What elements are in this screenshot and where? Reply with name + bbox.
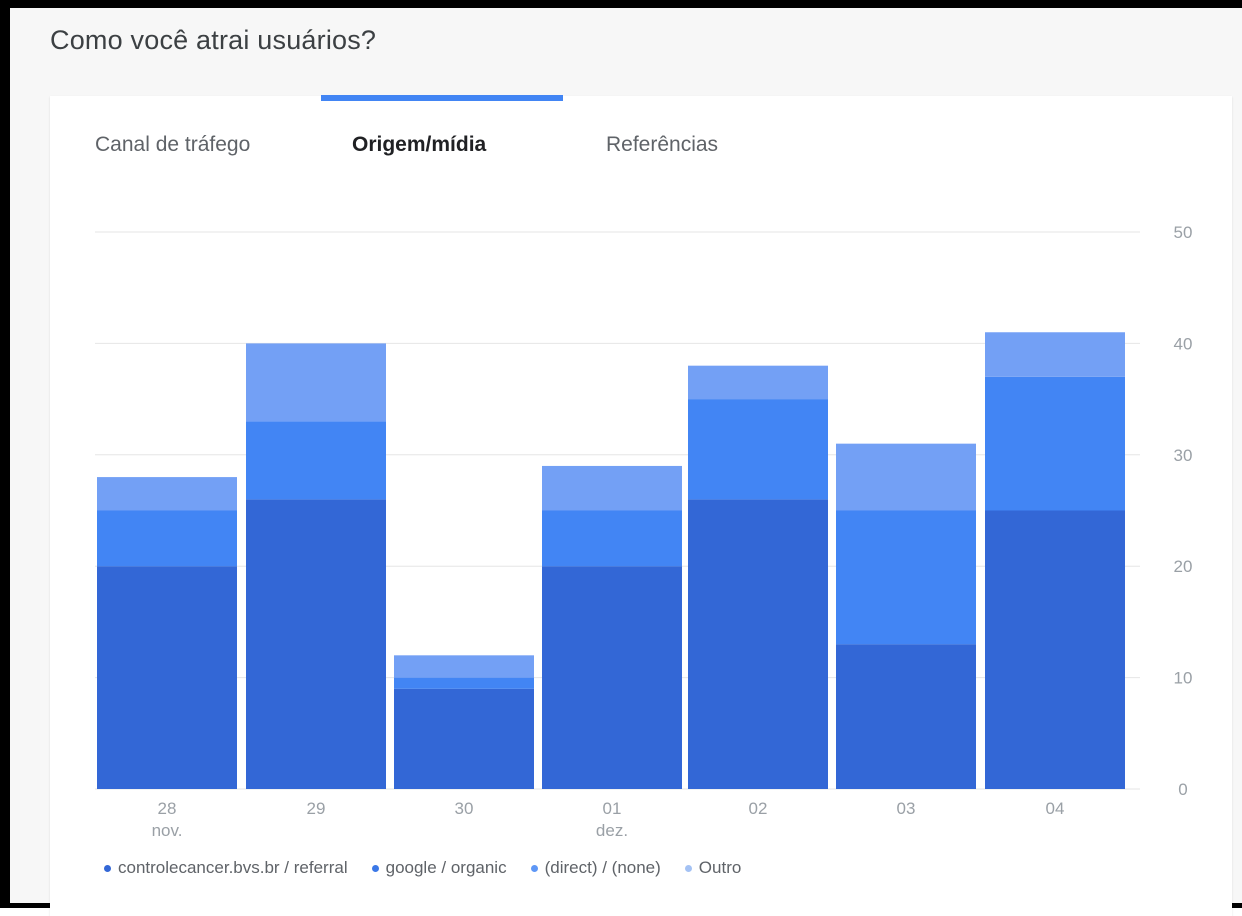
- tab-canal-de-trafego[interactable]: Canal de tráfego: [95, 133, 251, 156]
- legend-label-direct: (direct) / (none): [544, 858, 661, 877]
- legend-label-outro: Outro: [698, 858, 742, 877]
- legend-item-google-organic[interactable]: google / organic: [371, 858, 507, 878]
- page-title: Como você atrai usuários?: [50, 25, 377, 55]
- chart-card: [50, 96, 1232, 916]
- legend-dot-referral: [104, 864, 111, 872]
- legend-dot-google-organic: [371, 864, 379, 872]
- legend-item-outro[interactable]: Outro: [684, 858, 742, 878]
- legend-label-referral: controlecancer.bvs.br / referral: [118, 858, 348, 877]
- legend-item-referral[interactable]: controlecancer.bvs.br / referral: [104, 858, 348, 878]
- legend-item-direct[interactable]: (direct) / (none): [530, 858, 661, 878]
- tab-referencias[interactable]: Referências: [606, 133, 719, 156]
- legend-dot-direct: [530, 864, 538, 872]
- chart-legend: controlecancer.bvs.br / referral google …: [104, 858, 765, 878]
- legend-label-google-organic: google / organic: [385, 858, 507, 877]
- active-tab-indicator: [321, 95, 563, 101]
- legend-dot-outro: [684, 864, 692, 872]
- tab-origem-midia[interactable]: Origem/mídia: [352, 133, 487, 156]
